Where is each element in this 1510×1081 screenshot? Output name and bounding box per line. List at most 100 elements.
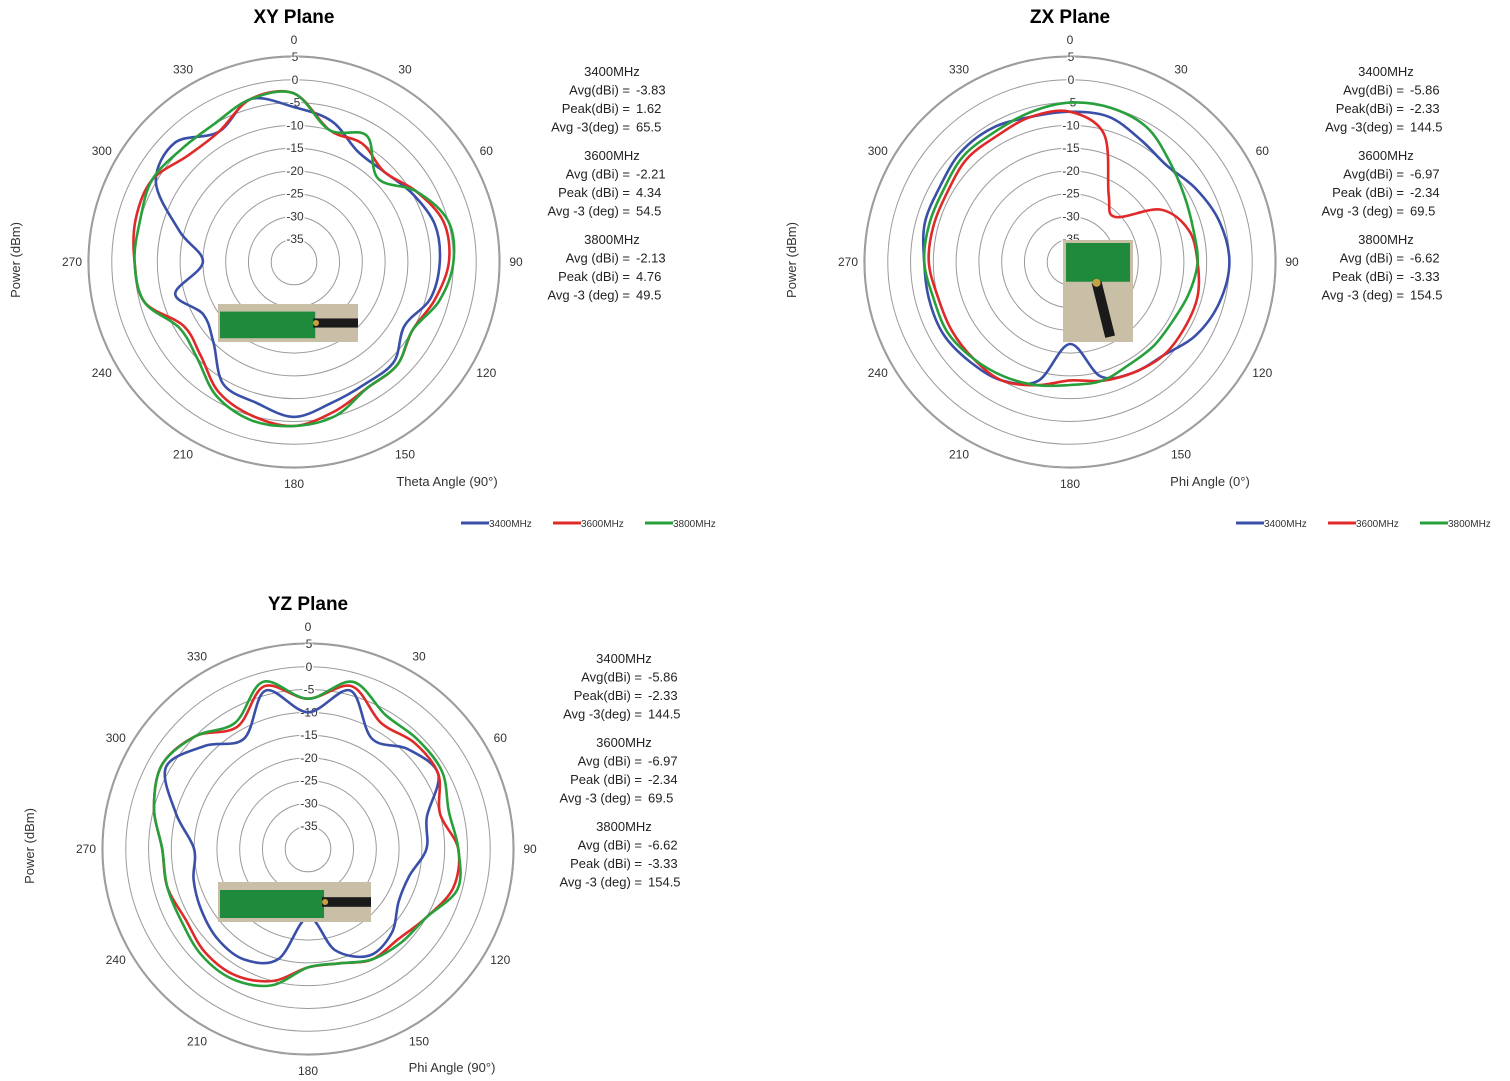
stats-value: 69.5 — [1410, 204, 1435, 219]
sma-connector — [1092, 278, 1101, 287]
stats-line: Peak (dBi) = — [558, 269, 630, 284]
stats-value: -3.33 — [1410, 269, 1440, 284]
stats-line: Avg (dBi) = — [1340, 251, 1404, 266]
angle-tick-label: 90 — [509, 255, 523, 269]
angle-tick-label: 300 — [92, 144, 112, 158]
grid-ring — [955, 147, 1185, 377]
grid-ring — [111, 79, 477, 445]
stats-value: 144.5 — [1410, 120, 1443, 135]
outer-ring — [87, 55, 501, 469]
angle-tick-label: 150 — [409, 1034, 429, 1048]
radial-tick-label: -25 — [286, 187, 304, 201]
stats-value: 4.34 — [636, 185, 661, 200]
legend-label: 3800MHz — [1448, 519, 1491, 530]
angle-tick-label: 90 — [523, 842, 537, 856]
angle-tick-label: 180 — [284, 477, 304, 491]
stats-line: Avg(dBi) = — [1343, 167, 1404, 182]
radial-tick-label: 5 — [292, 50, 299, 64]
stats-line: Avg -3(deg) = — [551, 120, 630, 135]
angle-tick-label: 150 — [395, 447, 415, 461]
angle-tick-label: 0 — [305, 620, 312, 634]
outer-ring — [863, 55, 1277, 469]
stats-line: Peak (dBi) = — [1332, 269, 1404, 284]
grid-ring — [216, 757, 400, 941]
stats-value: -6.97 — [648, 754, 678, 769]
grid-ring — [148, 689, 468, 1009]
angle-tick-label: 0 — [1067, 33, 1074, 47]
grid-ring — [864, 56, 1276, 468]
stats-line: Peak(dBi) = — [562, 101, 630, 116]
radial-tick-label: 5 — [306, 637, 313, 651]
stats-value: 54.5 — [636, 204, 661, 219]
stats-line: Avg (dBi) = — [578, 838, 642, 853]
stats-heading: 3400MHz — [584, 64, 640, 79]
stats-value: -3.83 — [636, 83, 666, 98]
stats-heading: 3400MHz — [1358, 64, 1414, 79]
stats-value: 49.5 — [636, 288, 661, 303]
stats-heading: 3600MHz — [1358, 148, 1414, 163]
stats-value: -6.62 — [648, 838, 678, 853]
polar-chart-1: ZX Plane50-5-10-15-20-25-30-350306090120… — [784, 7, 1491, 530]
legend-label: 3400MHz — [1264, 519, 1307, 530]
angle-tick-label: 270 — [62, 255, 82, 269]
stats-line: Avg -3 (deg) = — [559, 875, 642, 890]
radial-tick-label: 0 — [306, 660, 313, 674]
antenna-photo — [1063, 240, 1133, 342]
radial-tick-label: -35 — [286, 232, 304, 246]
stats-line: Peak (dBi) = — [558, 185, 630, 200]
outer-ring — [101, 642, 515, 1056]
angle-tick-label: 120 — [476, 366, 496, 380]
grid-ring — [102, 643, 514, 1055]
radial-tick-label: -25 — [1062, 187, 1080, 201]
pcb-board — [220, 890, 325, 918]
radial-tick-label: -15 — [286, 141, 304, 155]
legend-label: 3800MHz — [673, 519, 716, 530]
stats-heading: 3800MHz — [584, 232, 640, 247]
stats-line: Peak(dBi) = — [1336, 101, 1404, 116]
radial-tick-label: -35 — [300, 819, 318, 833]
grid-ring — [247, 215, 341, 309]
angle-axis-label: Phi Angle (90°) — [409, 1060, 496, 1075]
chart-title: XY Plane — [254, 7, 335, 28]
stats-line: Avg -3(deg) = — [563, 707, 642, 722]
angle-tick-label: 30 — [412, 650, 426, 664]
antenna-cable — [1091, 281, 1115, 338]
angle-tick-label: 60 — [480, 144, 494, 158]
radial-tick-label: -30 — [300, 796, 318, 810]
stats-line: Avg (dBi) = — [566, 167, 630, 182]
radial-tick-label: -30 — [286, 209, 304, 223]
radial-tick-label: -25 — [300, 774, 318, 788]
series-line-3800MHz — [133, 90, 456, 428]
stats-value: -5.86 — [648, 670, 678, 685]
pcb-board — [220, 311, 316, 339]
radial-tick-label: 0 — [292, 73, 299, 87]
angle-tick-label: 210 — [173, 447, 193, 461]
stats-line: Avg(dBi) = — [581, 670, 642, 685]
angle-tick-label: 120 — [1252, 366, 1272, 380]
angle-tick-label: 270 — [838, 255, 858, 269]
stats-value: -2.13 — [636, 251, 666, 266]
radial-tick-label: -15 — [1062, 141, 1080, 155]
legend-label: 3400MHz — [489, 519, 532, 530]
angle-tick-label: 330 — [949, 63, 969, 77]
stats-value: -6.97 — [1410, 167, 1440, 182]
radial-axis-label: Power (dBm) — [8, 222, 23, 298]
radial-tick-label: -20 — [300, 751, 318, 765]
legend-label: 3600MHz — [581, 519, 624, 530]
radial-axis-label: Power (dBm) — [22, 808, 37, 884]
angle-tick-label: 150 — [1171, 447, 1191, 461]
stats-value: -6.62 — [1410, 251, 1440, 266]
stats-heading: 3400MHz — [596, 651, 652, 666]
stats-value: -2.33 — [648, 688, 678, 703]
grid-ring — [284, 825, 332, 873]
antenna-photo — [218, 304, 358, 342]
angle-tick-label: 330 — [187, 650, 207, 664]
stats-line: Avg (dBi) = — [566, 251, 630, 266]
stats-line: Avg -3 (deg) = — [547, 204, 630, 219]
stats-line: Avg (dBi) = — [578, 754, 642, 769]
stats-line: Peak (dBi) = — [1332, 185, 1404, 200]
angle-axis-label: Theta Angle (90°) — [396, 474, 497, 489]
series-line-3800MHz — [922, 101, 1200, 388]
stats-value: 4.76 — [636, 269, 661, 284]
